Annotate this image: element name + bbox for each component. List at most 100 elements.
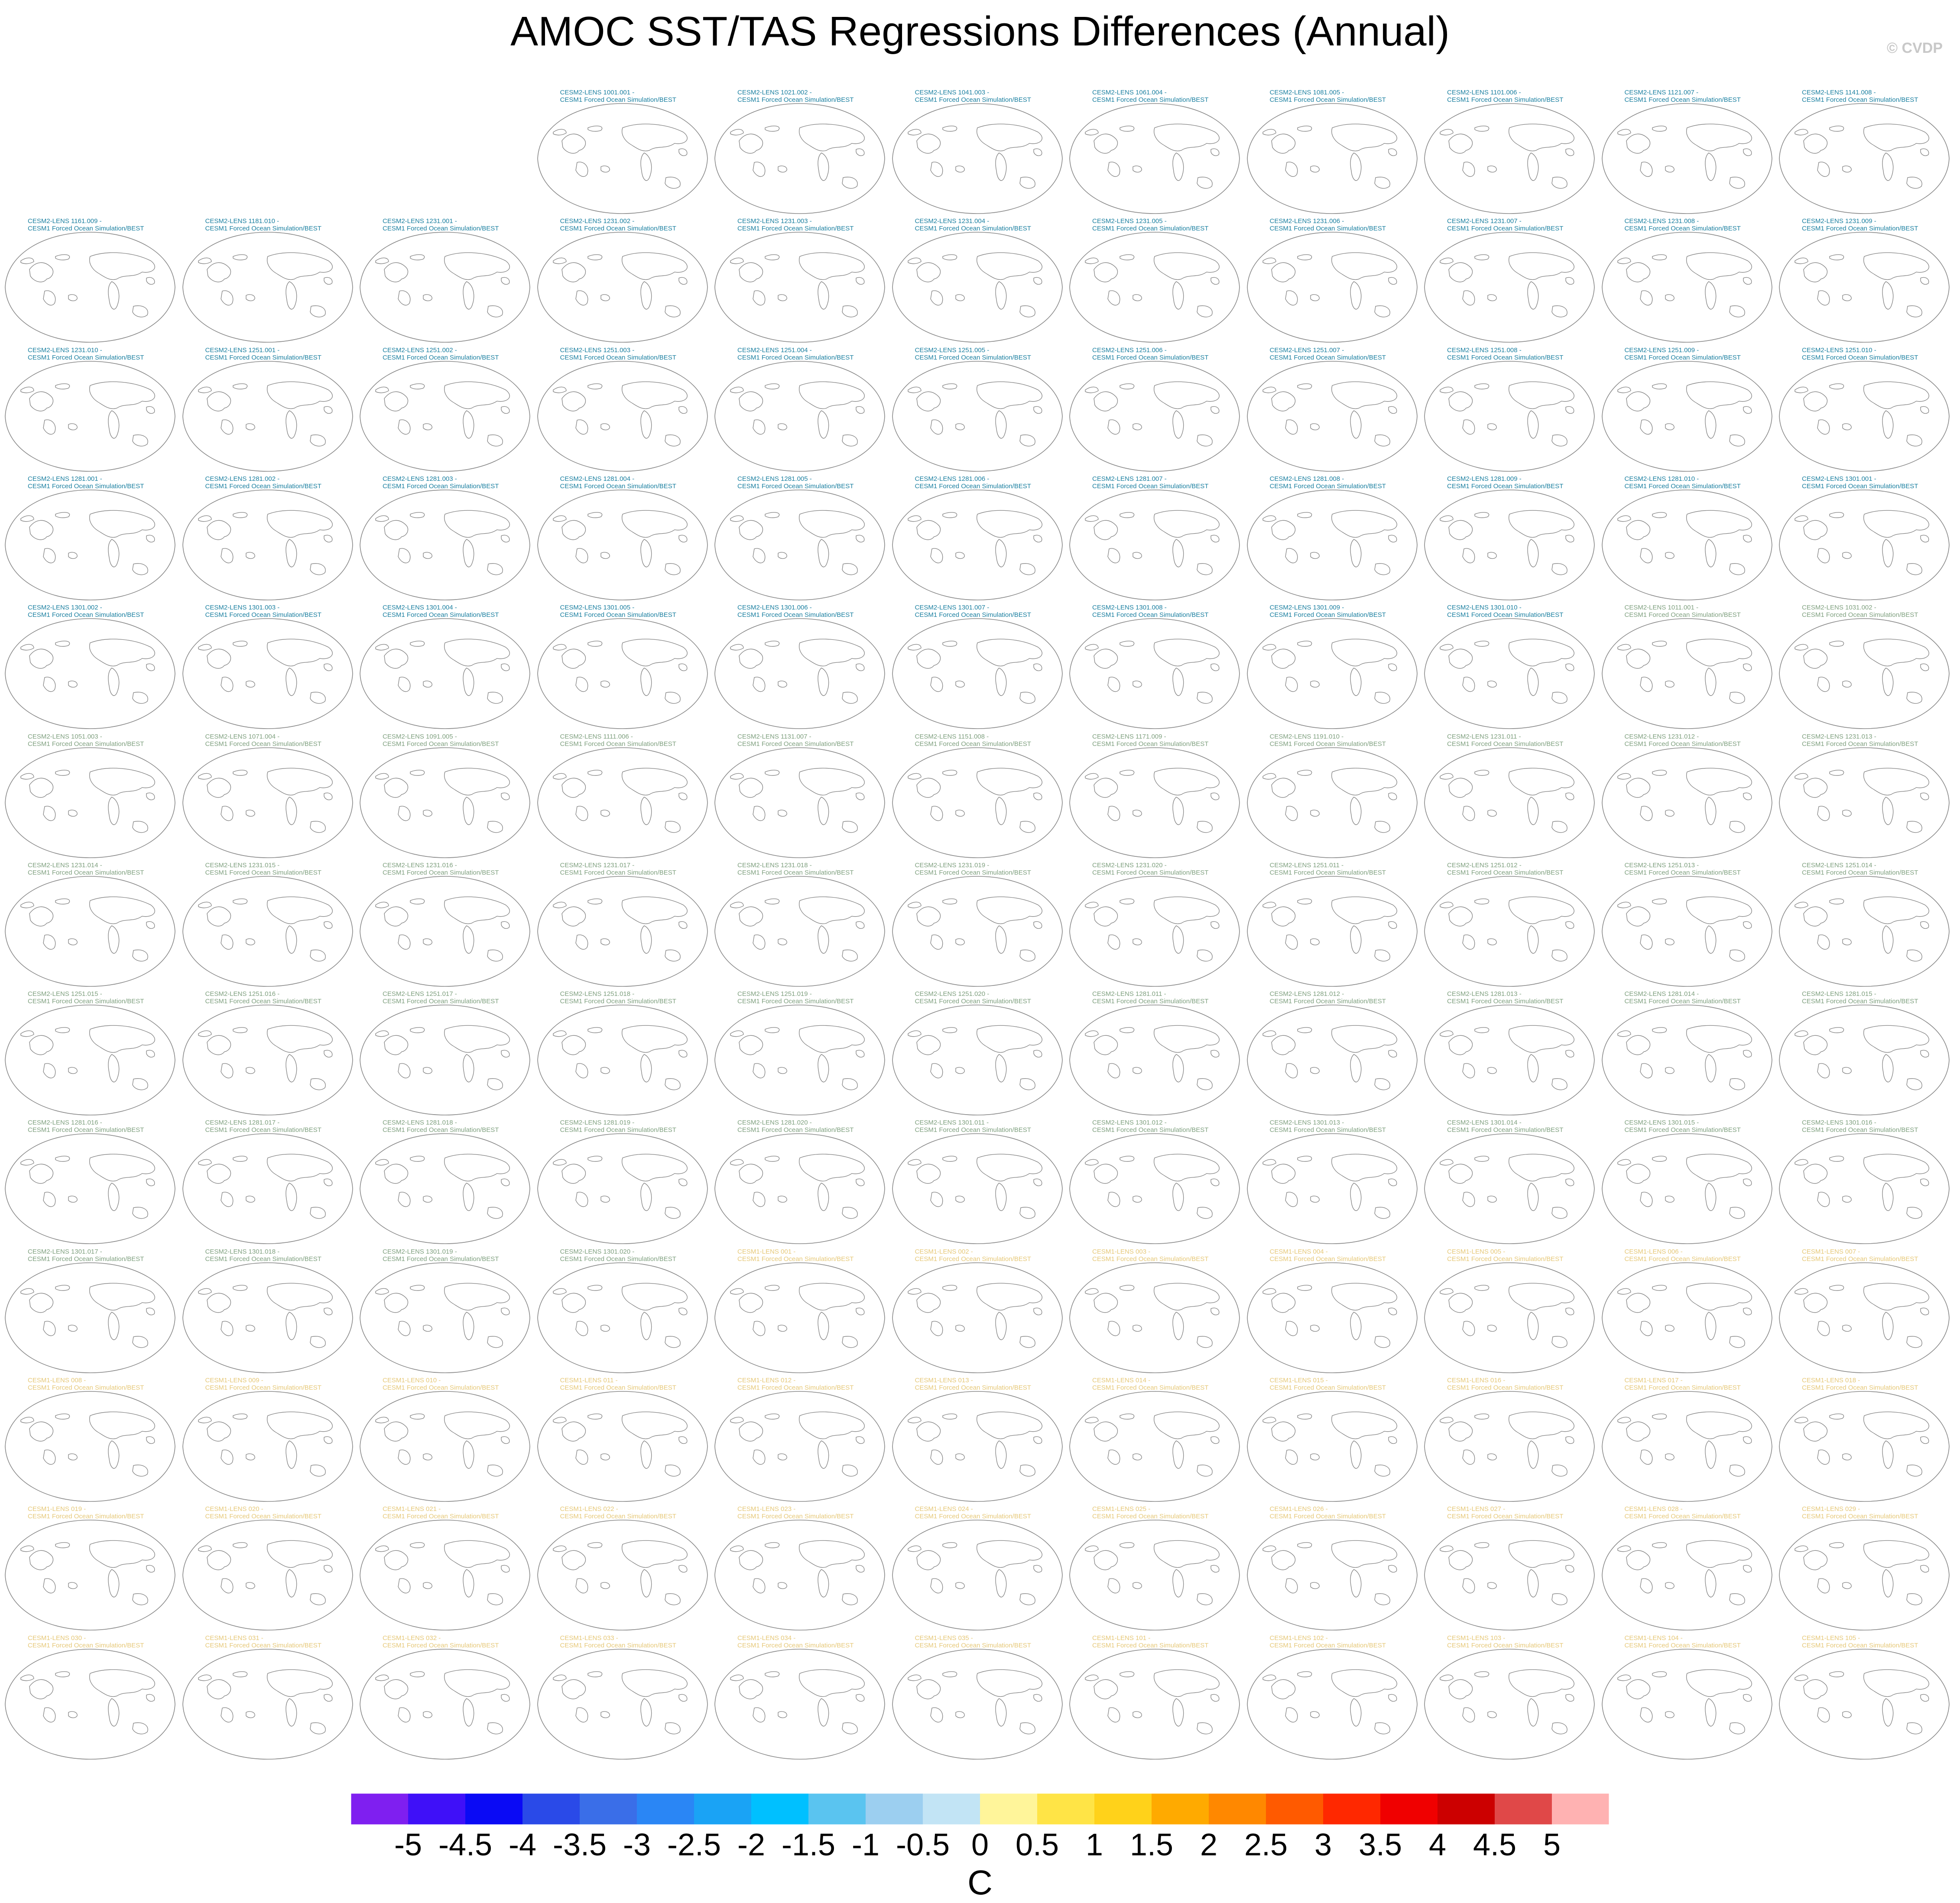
panel-label-run: CESM2-LENS 1231.005 - xyxy=(1092,217,1167,225)
coastline xyxy=(799,1669,865,1697)
coastline xyxy=(1033,1050,1042,1058)
coastline xyxy=(739,1550,763,1570)
map-panel: CESM2-LENS 1301.017 - CESM1 Forced Ocean … xyxy=(3,1248,175,1376)
map-border xyxy=(182,1262,353,1373)
coastline xyxy=(640,1311,652,1340)
panel-label-reference: CESM1 Forced Ocean Simulation/BEST xyxy=(915,482,1031,490)
coastline xyxy=(1107,1321,1120,1336)
coastline xyxy=(1133,1325,1142,1332)
coastline xyxy=(132,434,148,447)
coastline xyxy=(1863,768,1929,795)
coastline xyxy=(1120,641,1135,647)
coastline xyxy=(678,1307,687,1315)
coastline xyxy=(1172,1311,1184,1340)
coastline xyxy=(1297,383,1312,389)
coastline xyxy=(916,1035,941,1055)
coastline xyxy=(730,1546,744,1552)
coastline xyxy=(765,1542,780,1549)
coastline xyxy=(1388,921,1397,929)
coastline xyxy=(132,820,148,833)
coastline xyxy=(89,896,155,924)
coastline xyxy=(1626,1421,1650,1442)
coastline xyxy=(1388,277,1397,285)
coastline xyxy=(1829,1413,1844,1420)
coastline xyxy=(765,126,780,132)
panel-label-run: CESM2-LENS 1121.007 - xyxy=(1624,89,1699,96)
panel-label-run: CESM2-LENS 1301.015 - xyxy=(1624,1119,1699,1127)
map-panel: CESM2-LENS 1031.002 - CESM1 Forced Ocean … xyxy=(1778,604,1950,732)
coastline xyxy=(1462,548,1475,563)
panel-label-run: CESM2-LENS 1281.003 - xyxy=(383,475,457,483)
panel-label-reference: CESM1 Forced Ocean Simulation/BEST xyxy=(205,225,321,233)
map xyxy=(182,618,353,729)
coastline xyxy=(1527,539,1539,567)
coastline xyxy=(1172,152,1184,181)
panel-label-reference: CESM1 Forced Ocean Simulation/BEST xyxy=(1624,740,1741,748)
colorbar-tick-label: 4.5 xyxy=(1473,1828,1517,1862)
coastline xyxy=(640,925,652,954)
panel-label: CESM2-LENS 1301.004 - CESM1 Forced Ocean … xyxy=(383,604,499,619)
panel-label-run: CESM1-LENS 027 - xyxy=(1447,1505,1506,1513)
coastline xyxy=(600,294,610,301)
panel-label: CESM1-LENS 103 - CESM1 Forced Ocean Simul… xyxy=(1447,1634,1563,1649)
panel-label: CESM2-LENS 1231.014 - CESM1 Forced Ocean … xyxy=(28,862,144,876)
coastline xyxy=(600,423,610,430)
coastline xyxy=(976,1283,1042,1310)
coastline xyxy=(575,290,588,306)
coastline xyxy=(375,386,389,393)
map-panel: CESM2-LENS 1111.006 - CESM1 Forced Ocean … xyxy=(536,733,708,861)
coastline xyxy=(799,381,865,409)
coastline xyxy=(29,648,54,669)
coastline xyxy=(1617,258,1631,264)
panel-label: CESM1-LENS 028 - CESM1 Forced Ocean Simul… xyxy=(1625,1505,1741,1520)
coastline xyxy=(68,938,78,945)
coastline xyxy=(323,1694,332,1702)
map xyxy=(1424,360,1595,472)
map-panel: CESM2-LENS 1251.016 - CESM1 Forced Ocean … xyxy=(181,990,353,1118)
coastline xyxy=(587,254,602,261)
panel-label-run: CESM1-LENS 104 - xyxy=(1624,1634,1683,1642)
map-border xyxy=(182,875,353,987)
colorbar-tick-label: -4 xyxy=(508,1828,537,1862)
coastline xyxy=(108,281,120,310)
panel-label-reference: CESM1 Forced Ocean Simulation/BEST xyxy=(560,740,676,748)
coastline xyxy=(1120,1156,1135,1162)
coastline xyxy=(600,1196,610,1203)
map xyxy=(537,103,708,214)
coastline xyxy=(384,1293,409,1313)
map xyxy=(1424,618,1595,729)
map-border xyxy=(1246,1391,1418,1502)
coastline xyxy=(29,1679,54,1699)
coastline xyxy=(1842,165,1852,173)
map xyxy=(1779,1520,1950,1631)
coastline xyxy=(552,1417,567,1423)
map-border xyxy=(1424,1520,1595,1631)
coastline xyxy=(942,254,957,261)
coastline xyxy=(1210,1565,1220,1573)
map-border xyxy=(5,1520,175,1631)
panel-label-reference: CESM1 Forced Ocean Simulation/BEST xyxy=(1269,869,1386,876)
map-border xyxy=(182,618,353,729)
map xyxy=(892,1005,1063,1115)
coastline xyxy=(1882,410,1894,438)
coastline xyxy=(1271,262,1295,282)
coastline xyxy=(1729,949,1745,962)
coastline xyxy=(1686,639,1752,667)
coastline xyxy=(1271,1679,1295,1699)
coastline xyxy=(664,1722,681,1734)
coastline xyxy=(1133,681,1142,688)
coastline xyxy=(198,258,212,264)
coastline xyxy=(739,1679,763,1699)
coastline xyxy=(1842,1711,1852,1718)
coastline xyxy=(765,512,780,518)
coastline xyxy=(1474,1027,1489,1033)
coastline xyxy=(753,548,766,563)
panel-label: CESM2-LENS 1301.011 - CESM1 Forced Ocean … xyxy=(915,1119,1031,1134)
coastline xyxy=(1665,1067,1674,1074)
panel-label: CESM2-LENS 1301.013 - CESM1 Forced Ocean … xyxy=(1270,1119,1386,1134)
panel-label-run: CESM2-LENS 1281.008 - xyxy=(1269,475,1344,483)
panel-label-run: CESM2-LENS 1141.008 - xyxy=(1802,89,1876,96)
coastline xyxy=(1509,768,1574,795)
coastline xyxy=(1527,925,1539,954)
panel-label-run: CESM2-LENS 1251.001 - xyxy=(205,346,280,354)
